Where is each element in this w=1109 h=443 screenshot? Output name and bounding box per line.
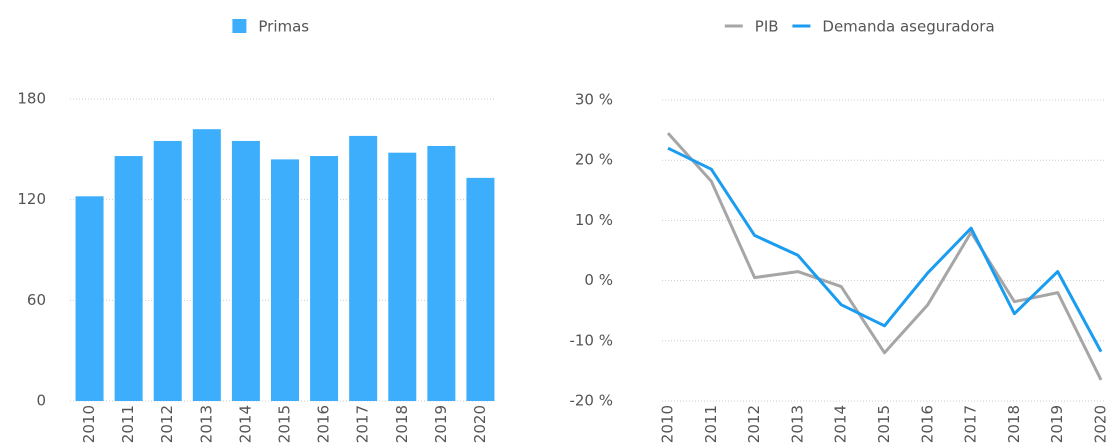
y-tick-label: -10 % [569, 331, 613, 349]
x-tick-label: 2013 [197, 405, 215, 443]
bar [466, 177, 495, 401]
x-tick-label: 2015 [276, 405, 294, 443]
bar [192, 129, 221, 401]
y-tick-label: -20 % [569, 392, 613, 410]
y-tick-label: 0 % [584, 271, 613, 289]
x-tick-label: 2018 [1005, 405, 1023, 443]
x-tick-label: 2012 [745, 405, 763, 443]
x-tick-label: 2016 [918, 405, 936, 443]
y-tick-label: 120 [17, 190, 46, 208]
x-tick-label: 2010 [80, 405, 98, 443]
line-series [667, 146, 1103, 353]
x-tick-label: 2012 [158, 405, 176, 443]
y-tick-label: 180 [17, 90, 46, 108]
bar [427, 145, 456, 401]
legend-swatch [232, 19, 247, 33]
x-tick-label: 2011 [119, 405, 137, 443]
x-tick-label: 2019 [432, 405, 450, 443]
bar [310, 156, 339, 401]
y-tick-label: 60 [27, 291, 46, 309]
x-tick-label: 2017 [962, 405, 980, 443]
legend-label: Demanda aseguradora [822, 18, 994, 36]
x-tick-label: 2017 [354, 405, 372, 443]
line-series [666, 132, 1103, 381]
x-tick-label: 2013 [788, 405, 806, 443]
x-tick-label: 2010 [659, 405, 677, 443]
bar [114, 156, 143, 401]
x-tick-label: 2018 [393, 405, 411, 443]
legend-label: Primas [258, 18, 309, 36]
y-tick-label: 10 % [575, 211, 613, 229]
bar [231, 140, 260, 401]
bar [349, 135, 378, 401]
bar [388, 152, 417, 401]
x-tick-label: 2016 [315, 405, 333, 443]
x-tick-label: 2019 [1048, 405, 1066, 443]
x-tick-label: 2011 [702, 405, 720, 443]
x-tick-label: 2020 [471, 405, 489, 443]
x-tick-label: 2020 [1092, 405, 1109, 443]
y-tick-label: 30 % [575, 91, 613, 109]
bar [75, 196, 104, 401]
y-tick-label: 0 [36, 392, 46, 410]
x-tick-label: 2015 [875, 405, 893, 443]
bar [153, 140, 182, 401]
y-tick-label: 20 % [575, 151, 613, 169]
legend-label: PIB [755, 18, 779, 36]
x-tick-label: 2014 [236, 405, 254, 443]
x-tick-label: 2014 [832, 405, 850, 443]
bar [271, 159, 299, 401]
